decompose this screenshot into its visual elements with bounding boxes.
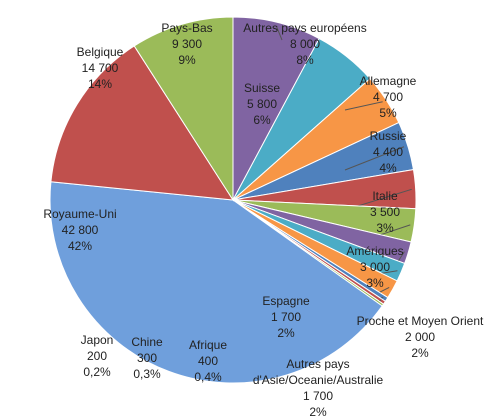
slice-label-pc: 0,3% bbox=[133, 367, 161, 381]
slice-label-vl: 1 700 bbox=[270, 310, 302, 324]
slice-label-vl: 1 700 bbox=[302, 389, 334, 403]
slice-label-pc: 3% bbox=[366, 276, 384, 290]
slice-label-pc: 2% bbox=[277, 326, 295, 340]
slice-label-pc: 3% bbox=[376, 221, 394, 235]
slice-label-pc: 42% bbox=[67, 239, 93, 253]
slice-label-vl: 4 400 bbox=[372, 145, 404, 159]
slice-label: Royaume-Uni 42 800 42% bbox=[43, 206, 116, 254]
slice-label-pc: 0,2% bbox=[83, 365, 111, 379]
slice-label-pc: 0,4% bbox=[194, 370, 222, 384]
slice-label-vl: 4 700 bbox=[372, 90, 404, 104]
slice-label: Chine 300 0,3% bbox=[131, 334, 162, 382]
slice-label: Belgique 14 700 14% bbox=[77, 44, 124, 92]
leader-line bbox=[275, 26, 283, 41]
slice-label-nm: Amériques bbox=[346, 244, 404, 258]
slice-label-vl: 5 800 bbox=[246, 97, 278, 111]
slice-label-nm: Afrique bbox=[188, 338, 228, 352]
slice-label-nm: Japon bbox=[80, 333, 114, 347]
slice-label-pc: 5% bbox=[379, 106, 397, 120]
slice-label-nm: Russie bbox=[369, 129, 407, 143]
slice-label: Japon 200 0,2% bbox=[81, 332, 114, 380]
slice-label-pc: 6% bbox=[253, 113, 271, 127]
slice-label: Autres pays d'Asie/Oceanie/Australie 1 70… bbox=[243, 356, 393, 419]
slice-label-vl: 42 800 bbox=[61, 223, 99, 237]
slice-label-vl: 2 000 bbox=[404, 330, 436, 344]
pie-slice bbox=[50, 45, 234, 201]
slice-label: Espagne 1 700 2% bbox=[262, 293, 309, 341]
slice-label: Amériques 3 000 3% bbox=[346, 243, 403, 291]
slice-label-nm: Pays-Bas bbox=[161, 21, 213, 35]
slice-label-vl: 400 bbox=[197, 354, 219, 368]
slice-label-nm: Allemagne bbox=[359, 74, 417, 88]
pie-slice bbox=[133, 16, 234, 202]
slice-label-vl: 9 300 bbox=[171, 37, 203, 51]
slice-label-nm: Belgique bbox=[76, 45, 124, 59]
slice-label-nm: Italie bbox=[372, 189, 398, 203]
slice-label-vl: 200 bbox=[86, 349, 108, 363]
slice-label-nm: Autres pays européens bbox=[243, 21, 367, 35]
slice-label: Pays-Bas 9 300 9% bbox=[161, 20, 212, 68]
slice-label: Italie 3 500 3% bbox=[370, 188, 400, 236]
slice-label-nm: Suisse bbox=[243, 81, 281, 95]
slice-label-nm: Autres pays d'Asie/Oceanie/Australie bbox=[252, 357, 384, 387]
slice-label-vl: 8 000 bbox=[289, 37, 321, 51]
slice-label: Proche et Moyen Orient 2 000 2% bbox=[357, 313, 484, 361]
slice-label: Allemagne 4 700 5% bbox=[360, 73, 417, 121]
leader-line bbox=[344, 146, 405, 171]
slice-label-vl: 3 000 bbox=[359, 260, 391, 274]
slice-label-pc: 2% bbox=[309, 405, 327, 419]
slice-label-nm: Espagne bbox=[262, 294, 310, 308]
slice-label-nm: Chine bbox=[131, 335, 163, 349]
slice-label-pc: 2% bbox=[411, 346, 429, 360]
slice-label-nm: Proche et Moyen Orient bbox=[356, 314, 484, 328]
slice-label-pc: 9% bbox=[178, 53, 196, 67]
slice-label-vl: 300 bbox=[136, 351, 158, 365]
leader-line bbox=[344, 101, 383, 111]
slice-label-pc: 4% bbox=[379, 161, 397, 175]
slice-label-pc: 14% bbox=[87, 77, 113, 91]
slice-label: Autres pays européens 8 000 8% bbox=[243, 20, 366, 68]
slice-label-vl: 14 700 bbox=[81, 61, 119, 75]
slice-label: Suisse 5 800 6% bbox=[244, 80, 280, 128]
slice-label: Russie 4 400 4% bbox=[370, 128, 407, 176]
slice-label: Afrique 400 0,4% bbox=[189, 337, 227, 385]
pie-slice bbox=[49, 181, 383, 384]
slice-label-vl: 3 500 bbox=[369, 205, 401, 219]
slice-label-pc: 8% bbox=[296, 53, 314, 67]
slice-label-nm: Royaume-Uni bbox=[43, 207, 117, 221]
